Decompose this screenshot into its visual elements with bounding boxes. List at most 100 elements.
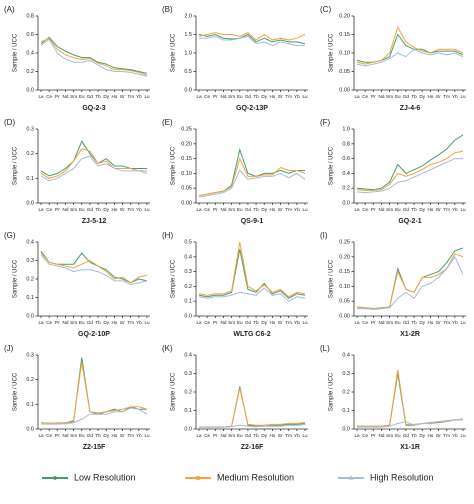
x-tick-label: La [38,320,44,325]
x-tick-label: Lu [302,207,308,212]
y-tick-label: 0.4 [184,352,192,358]
y-tick-label: 0.5 [184,239,192,245]
x-tick-label: La [38,94,44,99]
x-tick-label: Ce [204,207,210,212]
y-tick-label: 0.00 [339,87,350,93]
x-tick-label: Gd [403,320,410,325]
x-tick-label: Gd [87,207,94,212]
y-tick-label: 0.00 [181,200,192,206]
x-tick-label: La [354,207,360,212]
x-tick-label: Lu [460,320,466,325]
x-tick-label: Pr [371,320,376,325]
x-tick-label: Nd [379,94,385,99]
y-axis-label: Sample / UCC [13,146,19,185]
x-tick-label: Ce [204,94,210,99]
x-tick-label: Er [436,94,441,99]
chart-title: Z2-15F [83,444,106,451]
y-tick-label: 0.10 [339,284,350,290]
y-tick-label: 0.15 [339,269,350,275]
x-tick-label: Nd [63,207,69,212]
x-tick-label: Sm [70,207,77,212]
x-tick-label: Ce [362,94,368,99]
series-line [40,148,147,179]
x-tick-label: Ce [46,207,52,212]
y-tick-label: 0.00 [339,313,350,319]
x-tick-label: Dy [103,433,109,438]
x-tick-label: Tb [95,207,101,212]
y-tick-label: 0.5 [184,69,192,75]
chart-title: GQ-2-10P [78,331,110,338]
y-tick-label: 0.0 [26,87,34,93]
x-tick-label: La [196,433,202,438]
panel-label: (I) [320,231,328,240]
y-tick-label: 0.4 [342,352,350,358]
x-tick-label: Tm [285,207,292,212]
x-tick-label: Ce [362,207,368,212]
x-tick-label: La [196,320,202,325]
series-line [198,169,306,198]
y-tick-label: 0.25 [181,126,192,132]
series-line [40,252,148,284]
x-tick-label: Ce [204,433,210,438]
series-line [199,386,306,428]
legend-marker [348,475,354,480]
x-tick-label: La [38,433,44,438]
x-tick-label: Tb [411,94,417,99]
x-tick-label: Ce [362,320,368,325]
y-tick-label: 0.0 [342,200,350,206]
x-tick-label: Gd [245,94,252,99]
series-line [356,158,463,194]
x-tick-label: Dy [261,207,267,212]
series-line [40,38,148,77]
series-line [199,388,306,428]
x-tick-label: Tb [253,320,259,325]
x-tick-label: Tb [95,94,101,99]
x-tick-label: Er [120,207,125,212]
x-tick-label: Tm [285,94,292,99]
y-axis-label: Sample / UCC [171,372,177,411]
x-tick-label: La [38,207,44,212]
panel-label: (L) [320,344,330,353]
x-tick-label: Er [120,94,125,99]
series-line [40,155,148,182]
y-tick-label: 0.10 [339,50,350,56]
x-tick-label: Yb [136,207,142,212]
x-tick-label: Dy [261,433,267,438]
x-tick-label: Yb [136,320,142,325]
x-tick-label: Gd [245,433,252,438]
y-tick-label: 0.0 [184,313,192,319]
series-line [357,373,463,427]
x-tick-label: Dy [261,320,267,325]
x-tick-label: Dy [261,94,267,99]
x-tick-label: Ce [362,433,368,438]
x-tick-label: Tb [95,433,101,438]
x-tick-label: Gd [87,94,94,99]
y-axis-label: Sample / UCC [13,33,19,72]
x-tick-label: Pr [213,320,218,325]
x-tick-label: Nd [379,433,385,438]
y-tick-label: 0.6 [342,156,350,162]
x-tick-label: Ho [427,433,433,438]
x-tick-label: Nd [221,433,227,438]
panel-label: (H) [162,231,173,240]
chart-title: ZJ-5-12 [82,218,107,225]
x-tick-label: Tm [127,320,134,325]
panel-label: (B) [162,5,173,14]
series-line [356,134,464,191]
y-tick-label: 0.2 [184,389,192,395]
x-tick-label: Dy [419,320,425,325]
chart-title: GQ-2-13P [236,105,268,112]
x-tick-label: Sm [70,433,77,438]
x-tick-label: Yb [294,94,300,99]
x-tick-label: Lu [144,94,150,99]
y-tick-label: 0.2 [26,276,34,282]
panel-label: (C) [320,5,331,14]
y-tick-label: 0.1 [184,299,192,305]
chart-title: X1-1R [400,444,420,451]
series-line [40,357,147,424]
y-tick-label: 0.0 [26,200,34,206]
series-line [198,249,306,299]
x-tick-label: Lu [144,320,150,325]
x-tick-label: Gd [403,207,410,212]
